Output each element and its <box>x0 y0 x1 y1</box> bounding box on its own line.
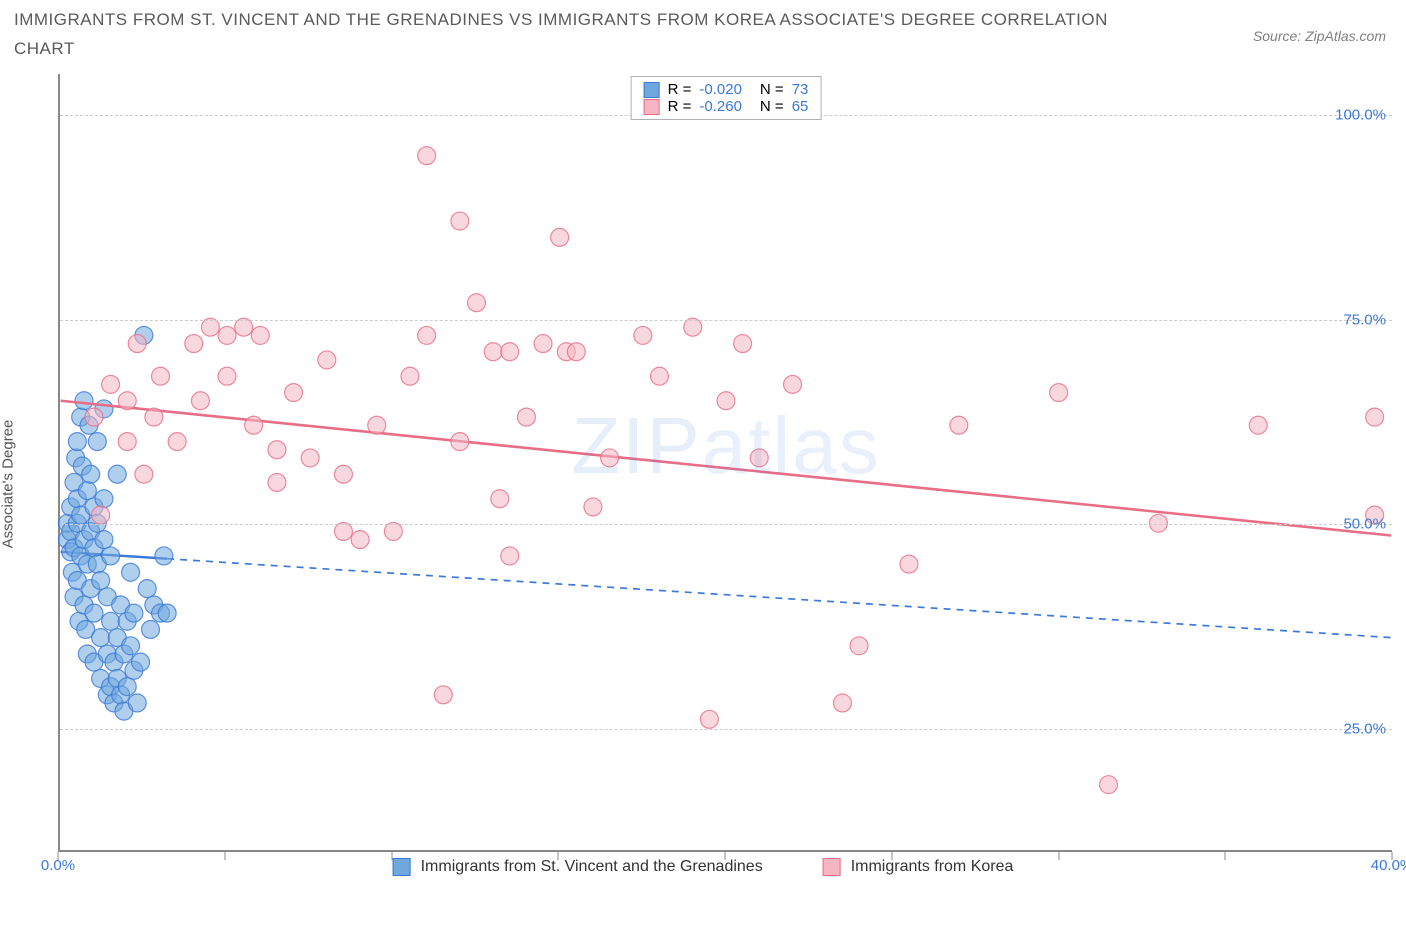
series-legend: Immigrants from St. Vincent and the Gren… <box>393 858 1014 876</box>
stats-legend: R = -0.020N = 73R = -0.260N = 65 <box>631 76 822 120</box>
series-legend-item: Immigrants from St. Vincent and the Gren… <box>393 858 763 876</box>
x-tick-label: 40.0% <box>1371 857 1406 874</box>
source-label: Source: ZipAtlas.com <box>1253 28 1386 44</box>
stats-legend-row: R = -0.020N = 73 <box>644 81 809 98</box>
stats-legend-row: R = -0.260N = 65 <box>644 98 809 115</box>
page-title: IMMIGRANTS FROM ST. VINCENT AND THE GREN… <box>14 6 1114 64</box>
correlation-chart: Associate's Degree ZIPatlas R = -0.020N … <box>14 74 1392 894</box>
series-legend-item: Immigrants from Korea <box>823 858 1014 876</box>
x-tick-label: 0.0% <box>41 857 75 874</box>
